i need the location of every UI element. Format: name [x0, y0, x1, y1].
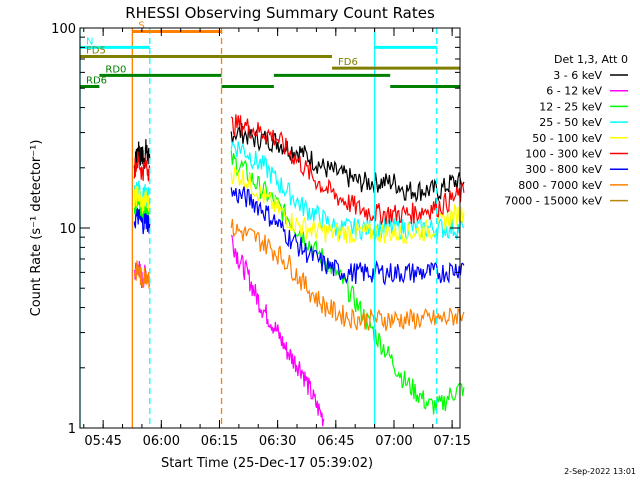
series-line-0-0 — [133, 139, 151, 175]
flag-label-rd6: RD6 — [86, 75, 107, 86]
series-line-5-0 — [133, 151, 151, 183]
legend-entry-label-2: 12 - 25 keV — [539, 100, 602, 113]
chart-title: RHESSI Observing Summary Count Rates — [125, 4, 435, 22]
series-line-0-1 — [230, 123, 465, 203]
y-tick-label-1: 10 — [59, 222, 76, 237]
x-tick-label-5: 07:00 — [375, 434, 412, 449]
legend-entry-label-3: 25 - 50 keV — [539, 116, 602, 129]
timestamp-label: 2-Sep-2022 13:01 — [564, 467, 636, 476]
x-tick-label-4: 06:45 — [317, 434, 354, 449]
series-line-2-1 — [230, 150, 465, 415]
flag-label-fd6: FD6 — [338, 57, 358, 68]
legend: Det 1,3, Att 0 3 - 6 keV 6 - 12 keV 12 - 2… — [504, 53, 628, 208]
legend-entry-label-5: 100 - 300 keV — [525, 148, 602, 161]
y-tick-label-0: 1 — [68, 422, 76, 437]
series-line-4-0 — [133, 185, 151, 214]
flag-label-n: N — [86, 36, 93, 47]
series-line-6-0 — [133, 207, 151, 235]
series-line-7-1 — [230, 219, 465, 331]
legend-entry-label-1: 6 - 12 keV — [546, 85, 602, 98]
series-line-7-0 — [133, 260, 151, 290]
series-line-1-1 — [230, 234, 325, 427]
series-line-5-1 — [230, 114, 465, 225]
legend-entry-label-7: 800 - 7000 keV — [518, 179, 602, 192]
x-tick-label-6: 07:15 — [433, 434, 470, 449]
legend-entry-label-8: 7000 - 15000 keV — [504, 195, 602, 208]
series-line-6-1 — [230, 186, 465, 286]
flag-label-rd0: RD0 — [105, 64, 126, 75]
y-tick-label-2: 100 — [51, 22, 76, 37]
x-tick-label-2: 06:15 — [201, 434, 238, 449]
y-axis-label: Count Rate (s⁻¹ detector⁻¹) — [29, 140, 44, 317]
series-line-4-1 — [230, 166, 465, 245]
x-axis-label: Start Time (25-Dec-17 05:39:02) — [161, 456, 373, 471]
x-tick-label-0: 05:45 — [84, 434, 121, 449]
flag-label-fd5: FD5 — [86, 46, 106, 57]
x-tick-label-1: 06:00 — [143, 434, 180, 449]
legend-entry-label-4: 50 - 100 keV — [532, 132, 602, 145]
flag-label-s: S — [138, 21, 144, 32]
plot-area — [79, 28, 465, 428]
axes: 05:45 06:00 06:15 06:30 06:45 07:00 07:15 1 10 10… — [51, 22, 471, 449]
legend-entry-label-6: 300 - 800 keV — [525, 163, 602, 176]
legend-entry-label-0: 3 - 6 keV — [553, 69, 602, 82]
legend-title: Det 1,3, Att 0 — [554, 53, 628, 66]
x-tick-label-3: 06:30 — [259, 434, 296, 449]
